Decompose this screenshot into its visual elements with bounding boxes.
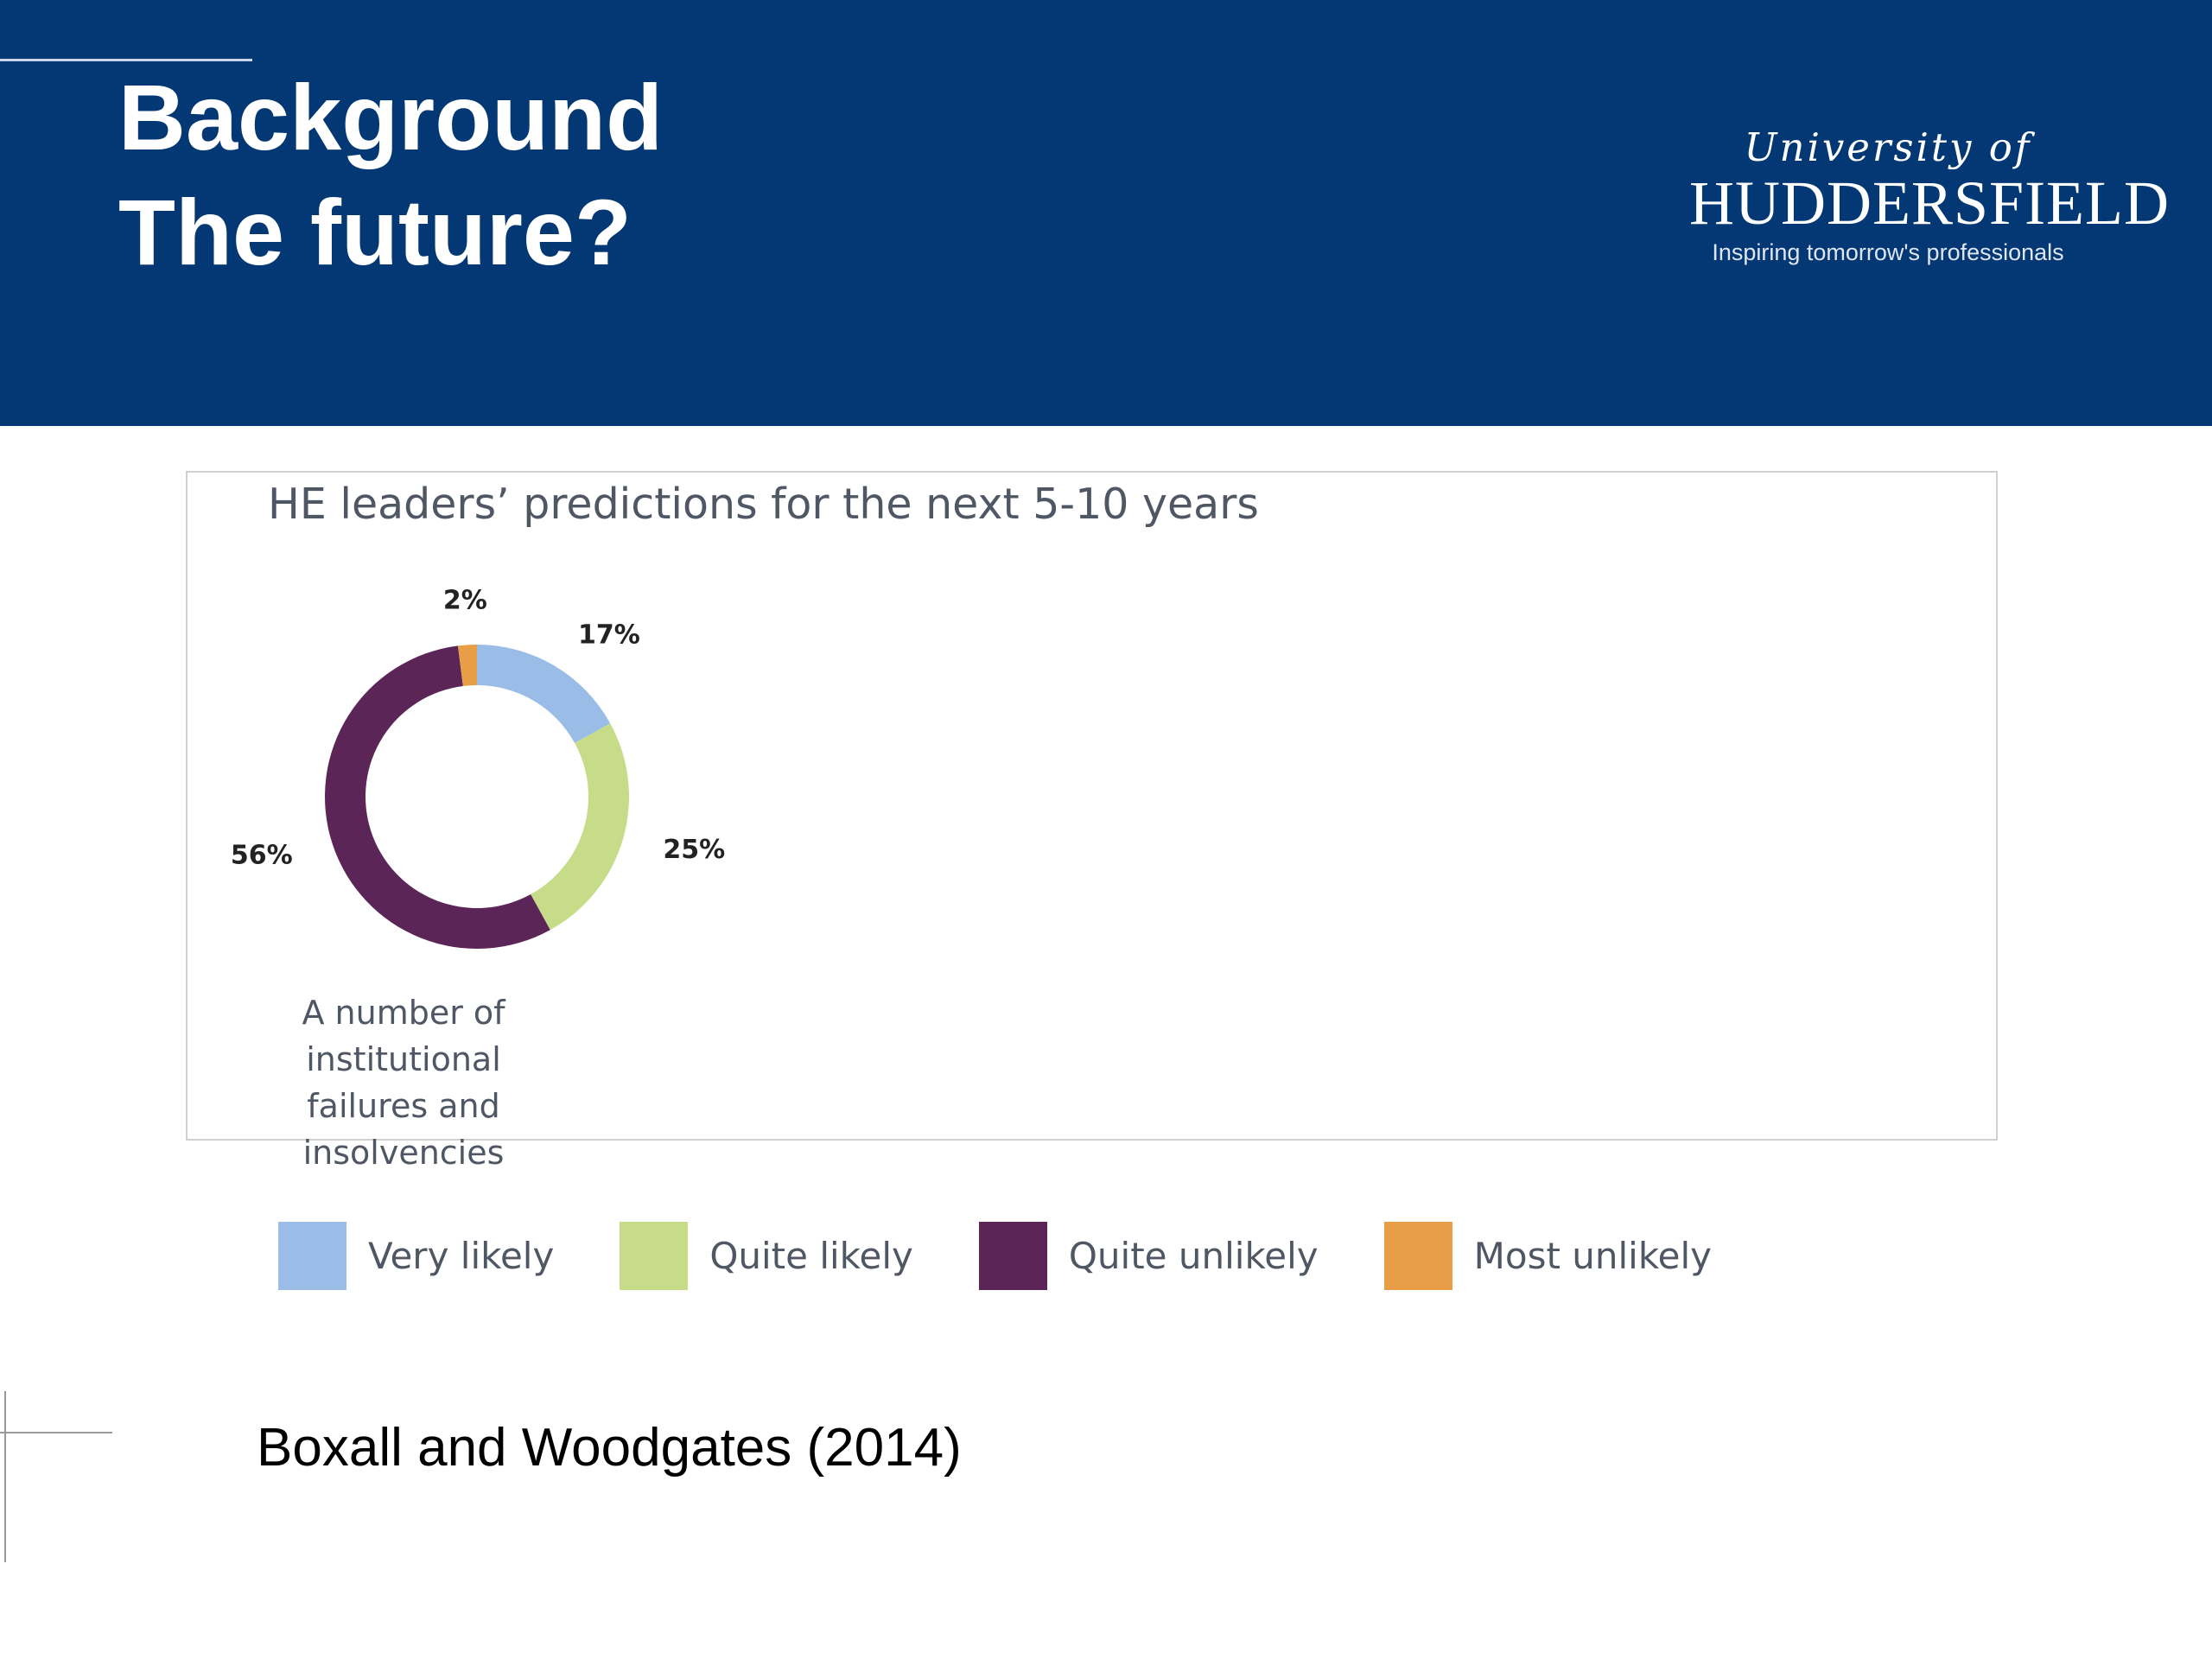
corner-mark-horizontal xyxy=(0,1432,112,1433)
legend-item-quite-likely: Quite likely xyxy=(620,1221,913,1290)
legend-swatch-quite-likely xyxy=(620,1221,689,1290)
logo-tagline: Inspiring tomorrow's professionals xyxy=(1712,239,2064,265)
donut-label-quite-unlikely: 56% xyxy=(231,840,293,870)
donut-slice-quite-likely xyxy=(531,723,629,931)
donut-label-most-unlikely: 2% xyxy=(443,585,487,615)
chart-caption: A number of institutional failures and i… xyxy=(222,989,585,1176)
chart-title: HE leaders’ predictions for the next 5-1… xyxy=(268,480,1259,529)
legend-label-quite-likely: Quite likely xyxy=(709,1234,913,1277)
legend-item-quite-unlikely: Quite unlikely xyxy=(978,1221,1319,1290)
university-logo: University of HUDDERSFIELD Inspiring tom… xyxy=(1689,124,2171,275)
legend-swatch-very-likely xyxy=(278,1221,346,1290)
donut-slice-quite-unlikely xyxy=(324,645,550,949)
header-banner: Background The future? University of HUD… xyxy=(0,0,2212,426)
chart-legend: Very likely Quite likely Quite unlikely Mos… xyxy=(278,1220,1777,1291)
donut-slice-most-unlikely xyxy=(457,645,477,687)
logo-university-of: University of xyxy=(1744,124,2032,170)
logo-name: HUDDERSFIELD xyxy=(1689,168,2171,238)
legend-swatch-most-unlikely xyxy=(1383,1221,1452,1290)
slide-title-line-1: Background xyxy=(118,65,664,169)
slide-title-line-2: The future? xyxy=(118,180,632,284)
legend-label-quite-unlikely: Quite unlikely xyxy=(1068,1234,1319,1277)
legend-item-most-unlikely: Most unlikely xyxy=(1383,1221,1713,1290)
legend-label-very-likely: Very likely xyxy=(368,1234,555,1277)
donut-chart: 17% 25% 56% 2% xyxy=(231,585,725,949)
chart-caption-line-1: A number of institutional xyxy=(302,994,505,1078)
chart-caption-line-2: failures and insolvencies xyxy=(302,1087,505,1172)
legend-label-most-unlikely: Most unlikely xyxy=(1473,1234,1713,1277)
legend-swatch-quite-unlikely xyxy=(978,1221,1047,1290)
donut-label-quite-likely: 25% xyxy=(663,835,725,865)
corner-mark-vertical xyxy=(4,1391,6,1562)
chart-frame: HE leaders’ predictions for the next 5-1… xyxy=(186,471,1998,1172)
donut-label-very-likely: 17% xyxy=(578,620,640,650)
citation: Boxall and Woodgates (2014) xyxy=(257,1418,962,1478)
donut-slice-very-likely xyxy=(477,645,611,743)
header-rule xyxy=(0,59,252,61)
legend-item-very-likely: Very likely xyxy=(278,1221,555,1290)
